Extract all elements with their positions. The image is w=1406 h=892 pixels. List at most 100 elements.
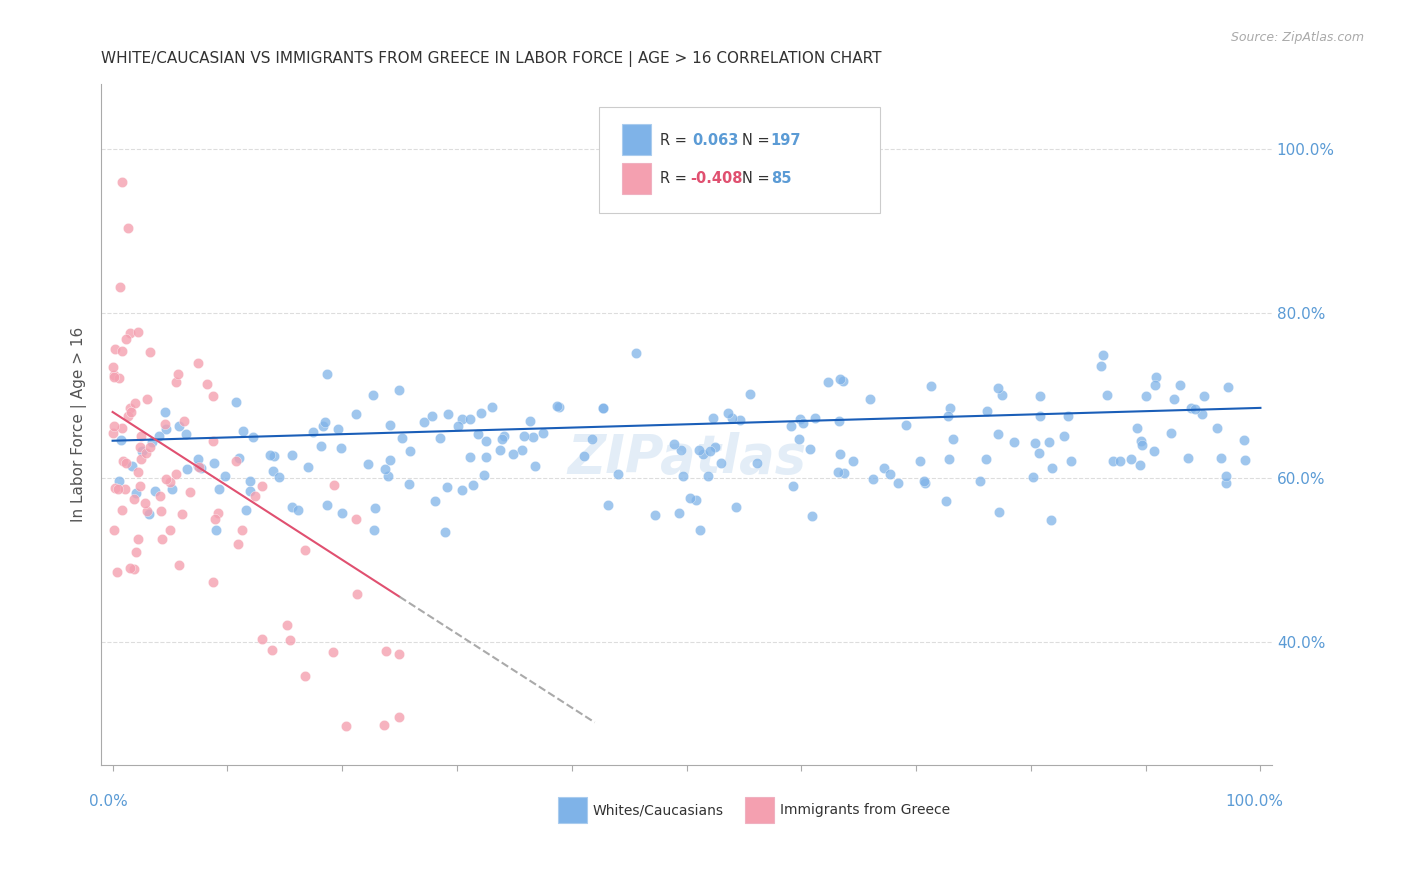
Point — [689, 523, 711, 537]
Point — [688, 443, 710, 458]
Point — [377, 469, 399, 483]
Point — [344, 407, 367, 421]
Point — [160, 483, 183, 497]
Point — [344, 512, 367, 526]
Point — [187, 459, 209, 474]
Point — [572, 449, 595, 463]
Point — [873, 461, 896, 475]
Point — [127, 532, 149, 546]
Text: -0.408: -0.408 — [690, 171, 742, 186]
Point — [447, 418, 470, 433]
Point — [862, 472, 884, 486]
Point — [101, 426, 124, 441]
Point — [991, 388, 1014, 402]
Point — [150, 532, 173, 546]
Point — [127, 465, 149, 479]
Point — [1191, 407, 1213, 421]
Point — [592, 401, 614, 415]
Point — [250, 632, 273, 646]
Point — [190, 461, 212, 475]
Point — [413, 416, 436, 430]
Point — [267, 470, 290, 484]
Point — [1215, 469, 1237, 483]
Point — [301, 425, 323, 439]
Point — [1057, 409, 1080, 423]
Point — [827, 465, 849, 479]
Text: 0.063: 0.063 — [692, 133, 738, 147]
Point — [1119, 452, 1142, 467]
Point — [598, 499, 620, 513]
Point — [129, 440, 152, 454]
Point — [398, 476, 420, 491]
Point — [380, 418, 402, 433]
Point — [592, 401, 614, 416]
Point — [523, 459, 546, 474]
Point — [153, 405, 176, 419]
Point — [201, 574, 224, 589]
Point — [111, 421, 134, 435]
Point — [131, 444, 153, 458]
Point — [363, 523, 385, 537]
Point — [1029, 409, 1052, 424]
Point — [387, 709, 409, 723]
Point — [1038, 434, 1060, 449]
Point — [280, 500, 302, 514]
Point — [1177, 450, 1199, 465]
Point — [326, 422, 349, 436]
Text: N =: N = — [741, 171, 769, 186]
Point — [436, 480, 458, 494]
Point — [463, 478, 485, 492]
Text: WHITE/CAUCASIAN VS IMMIGRANTS FROM GREECE IN LABOR FORCE | AGE > 16 CORRELATION : WHITE/CAUCASIAN VS IMMIGRANTS FROM GREEC… — [101, 51, 882, 67]
Point — [187, 458, 209, 473]
Point — [938, 452, 960, 467]
Point — [231, 523, 253, 537]
Point — [789, 412, 811, 426]
FancyBboxPatch shape — [745, 797, 775, 823]
Point — [103, 370, 125, 384]
Point — [176, 462, 198, 476]
Point — [138, 440, 160, 454]
Point — [112, 453, 135, 467]
Point — [987, 381, 1010, 395]
Point — [104, 342, 127, 356]
Point — [434, 525, 457, 540]
Point — [1160, 425, 1182, 440]
Point — [228, 451, 250, 466]
Point — [278, 632, 301, 647]
Point — [547, 400, 569, 414]
Point — [374, 461, 396, 475]
Point — [108, 474, 131, 488]
Text: Source: ZipAtlas.com: Source: ZipAtlas.com — [1230, 31, 1364, 45]
Point — [1206, 420, 1229, 434]
Point — [908, 454, 931, 468]
Point — [510, 443, 533, 458]
Point — [129, 452, 152, 467]
Text: Immigrants from Greece: Immigrants from Greece — [780, 803, 950, 817]
Point — [391, 431, 413, 445]
Point — [103, 360, 125, 375]
Point — [143, 484, 166, 499]
Point — [709, 457, 731, 471]
Point — [481, 400, 503, 414]
Point — [312, 419, 335, 434]
Text: 85: 85 — [770, 171, 792, 186]
Point — [169, 418, 191, 433]
Point — [148, 429, 170, 443]
Point — [118, 326, 141, 340]
Point — [202, 390, 225, 404]
Point — [828, 447, 851, 461]
Point — [472, 467, 495, 482]
Point — [859, 392, 882, 406]
Point — [1135, 389, 1157, 403]
Point — [986, 427, 1008, 442]
Point — [225, 454, 247, 468]
Point — [235, 503, 257, 517]
Point — [745, 456, 768, 470]
Point — [107, 482, 129, 496]
Point — [120, 560, 142, 574]
Point — [669, 442, 692, 457]
Point — [205, 523, 228, 537]
Text: 197: 197 — [770, 133, 801, 147]
Point — [111, 175, 134, 189]
Point — [644, 508, 666, 523]
